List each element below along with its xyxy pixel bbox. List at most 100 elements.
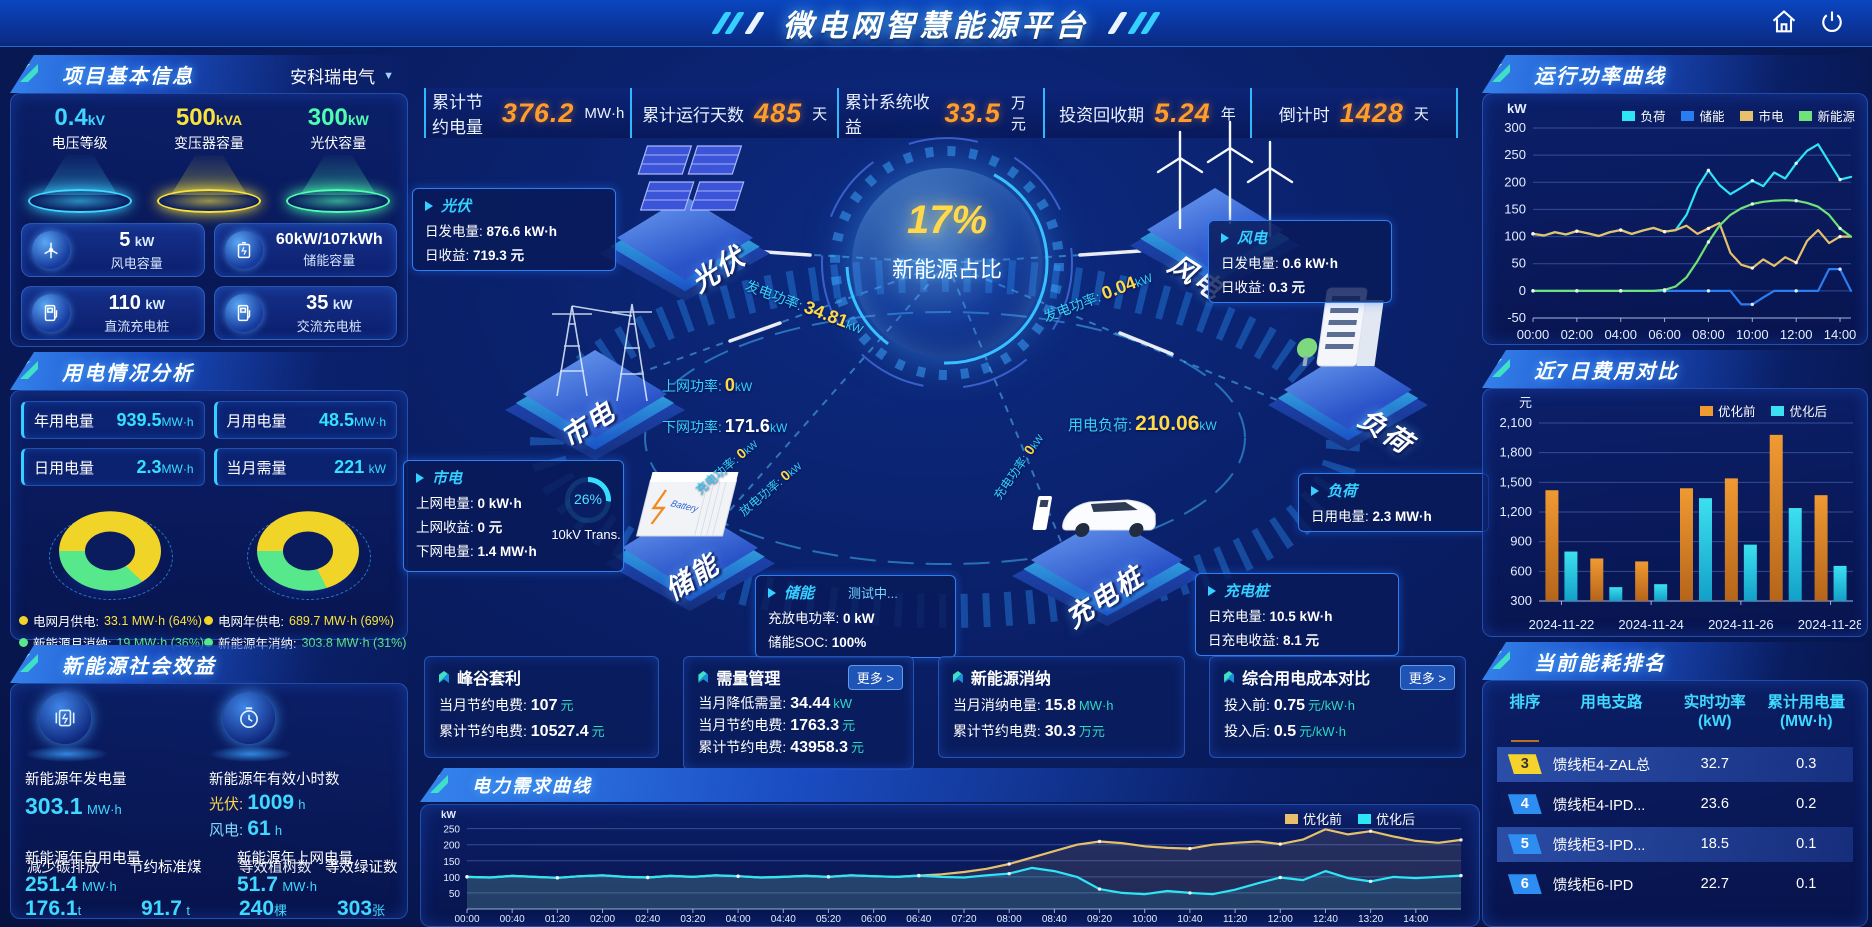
center-sphere	[852, 168, 1042, 358]
panel-usage-analysis: 用电情况分析 年用电量 939.5MW·h 月用电量 48.5MW·h 日用电量 2.…	[10, 352, 408, 651]
charger-info-box: 充电桩 日充电量: 10.5 kW·h 日充电收益: 8.1 元	[1195, 573, 1399, 656]
table-row[interactable]: 6 馈线柜6-IPD 22.7 0.1	[1497, 867, 1853, 902]
svg-text:元: 元	[1519, 395, 1532, 410]
svg-text:11:20: 11:20	[1223, 914, 1248, 925]
table-row[interactable]: 4 馈线柜4-IPD... 23.6 0.2	[1497, 787, 1853, 822]
wind-hours: 风电: 61 h	[209, 817, 283, 840]
trees-value: 240棵	[239, 897, 288, 920]
clock-icon	[223, 692, 275, 744]
svg-text:100: 100	[1504, 229, 1526, 244]
kpi-row: 峰谷套利 当月节约电费: 107 元 累计节约电费: 10527.4 元 需量管理 …	[424, 656, 1466, 770]
panel-social-header: 新能源社会效益	[10, 645, 408, 683]
demand-more-button[interactable]: 更多 >	[847, 665, 903, 690]
panel-project-info: 项目基本信息 安科瑞电气 ▼ 0.4kV 电压等级 500kVA 变压器容量	[10, 55, 408, 347]
svg-text:150: 150	[1504, 201, 1526, 216]
card-dc-charger: 110 kW 直流充电桩	[21, 286, 205, 340]
coal-value: 91.7 t	[141, 897, 190, 920]
battery-icon	[224, 231, 263, 269]
chip-year-usage: 年用电量 939.5MW·h	[21, 401, 205, 439]
svg-text:10:00: 10:00	[1132, 914, 1157, 925]
pv-hours: 光伏: 1009 h	[209, 791, 306, 814]
summary-stats-bar: 累计节约电量 376.2 MW·h 累计运行天数 485 天 累计系统收益 33.5 万元 …	[424, 88, 1459, 138]
panel-ranking-header: 当前能耗排名	[1482, 642, 1868, 680]
ev-car-icon	[1032, 496, 1156, 537]
panel-corner-icon	[18, 359, 40, 386]
page-title: 微电网智慧能源平台	[783, 10, 1089, 43]
usage-donuts	[11, 498, 407, 602]
kpi-cost-compare: 综合用电成本对比 更多 > 投入前: 0.75 元/kW·h 投入后: 0.5 元/…	[1209, 656, 1466, 758]
self-use-label: 新能源年自用电量	[25, 851, 141, 867]
charger-node-platform	[1012, 516, 1202, 626]
panel-power-curve: 运行功率曲线 负荷 储能 市电 新能源 -50 0 50 100 150 200 250 300 00…	[1482, 55, 1868, 345]
panel-energy-ranking: 当前能耗排名 排序 用电支路 实时功率 (kW) 累计用电量 (MW·h) 3 馈线…	[1482, 642, 1868, 927]
power-icon[interactable]	[1818, 8, 1846, 36]
rank-badge: 6	[1507, 874, 1542, 895]
grid-node-platform	[505, 350, 685, 460]
kpi-demand-mgmt: 需量管理 更多 > 当月降低需量: 34.44 kW 当月节约电费: 1763.3…	[683, 656, 914, 770]
rank-badge: 3	[1507, 754, 1542, 775]
cost-more-button[interactable]: 更多 >	[1399, 665, 1455, 690]
rank-badge: 4	[1507, 794, 1542, 815]
svg-text:04:40: 04:40	[771, 914, 796, 925]
svg-text:06:40: 06:40	[906, 914, 931, 925]
svg-text:14:00: 14:00	[1824, 327, 1857, 342]
chip-month-usage: 月用电量 48.5MW·h	[213, 401, 397, 439]
social-bottom-cluster: 新能源年自用电量 减少碳排放 节约标准煤 251.4 MW·h 176.1t 9…	[25, 847, 398, 927]
svg-text:02:00: 02:00	[590, 914, 615, 925]
svg-text:13:20: 13:20	[1358, 914, 1383, 925]
wind-turbine-icon	[32, 231, 70, 269]
trees-label: 等效植树数	[239, 860, 312, 876]
rank-badge: 5	[1507, 834, 1542, 855]
co2-label: 减少碳排放	[27, 860, 100, 876]
svg-text:250: 250	[443, 825, 460, 836]
stat-payback-period: 投资回收期 5.24 年	[1043, 88, 1249, 138]
chip-day-usage: 日用电量 2.3MW·h	[21, 448, 205, 486]
power-chart-legend: 负荷 储能 市电 新能源	[1622, 106, 1855, 125]
social-hours: 新能源年有效小时数 光伏: 1009 h 风电: 61 h	[209, 692, 393, 841]
panel-demand-header: 电力需求曲线	[420, 768, 1480, 802]
usage-chips: 年用电量 939.5MW·h 月用电量 48.5MW·h 日用电量 2.3MW·h 当…	[11, 391, 407, 486]
svg-text:04:00: 04:00	[1604, 327, 1637, 342]
panel-cost-header: 近7日费用对比	[1482, 350, 1868, 388]
card-storage-capacity: 60kW/107kWh 储能容量	[213, 223, 397, 277]
svg-text:2,100: 2,100	[1499, 415, 1532, 430]
svg-text:05:20: 05:20	[816, 914, 841, 925]
flow-grid-up: 上网功率: 0kW	[662, 375, 753, 395]
svg-text:2024-11-24: 2024-11-24	[1618, 617, 1684, 632]
svg-text:06:00: 06:00	[861, 914, 886, 925]
svg-text:200: 200	[1504, 174, 1526, 189]
grid-info-box: 市电 上网电量: 0 kW·h 上网收益: 0 元 下网电量: 1.4 MW·h…	[403, 460, 624, 572]
svg-text:01:20: 01:20	[545, 914, 570, 925]
table-row[interactable]: 3 馈线柜4-ZAL总 32.7 0.3	[1497, 746, 1853, 782]
svg-text:00:40: 00:40	[500, 914, 525, 925]
renewable-share-label: 新能源占比	[891, 257, 1002, 282]
card-ac-charger: 35 kW 交流充电桩	[213, 286, 397, 340]
svg-text:07:20: 07:20	[951, 914, 976, 925]
panel-usage-header: 用电情况分析	[10, 352, 408, 390]
chip-month-demand: 当月需量 221 kW	[213, 448, 397, 486]
card-wind-capacity: 5 kW 风电容量	[21, 223, 205, 277]
table-row[interactable]: 5 馈线柜3-IPD... 18.5 0.1	[1497, 826, 1853, 862]
storage-info-box: 储能 测试中... 充放电功率: 0 kW 储能SOC: 100%	[755, 575, 956, 658]
dc-charger-icon	[32, 294, 70, 332]
panel-corner-icon	[1490, 357, 1512, 384]
svg-text:1,200: 1,200	[1499, 504, 1532, 519]
svg-text:kW: kW	[441, 810, 457, 821]
cone-transformer-capacity: 500kVA 变压器容量	[149, 104, 269, 213]
svg-text:03:20: 03:20	[680, 914, 705, 925]
panel-corner-icon	[1490, 62, 1512, 89]
svg-text:12:40: 12:40	[1313, 914, 1338, 925]
svg-text:2024-11-22: 2024-11-22	[1529, 617, 1595, 632]
energy-flow-diagram: 17% 新能源占比 光伏 风电	[403, 120, 1489, 660]
self-use-value: 251.4 MW·h	[25, 873, 117, 896]
svg-text:300: 300	[1510, 593, 1532, 608]
company-select[interactable]: 安科瑞电气 ▼	[290, 68, 394, 87]
title-deco-left	[711, 12, 765, 34]
svg-text:150: 150	[443, 857, 460, 868]
svg-text:10:40: 10:40	[1177, 914, 1202, 925]
svg-text:09:20: 09:20	[1087, 914, 1112, 925]
home-icon[interactable]	[1770, 8, 1798, 36]
svg-text:1,800: 1,800	[1499, 445, 1532, 460]
svg-text:1,500: 1,500	[1499, 474, 1532, 489]
